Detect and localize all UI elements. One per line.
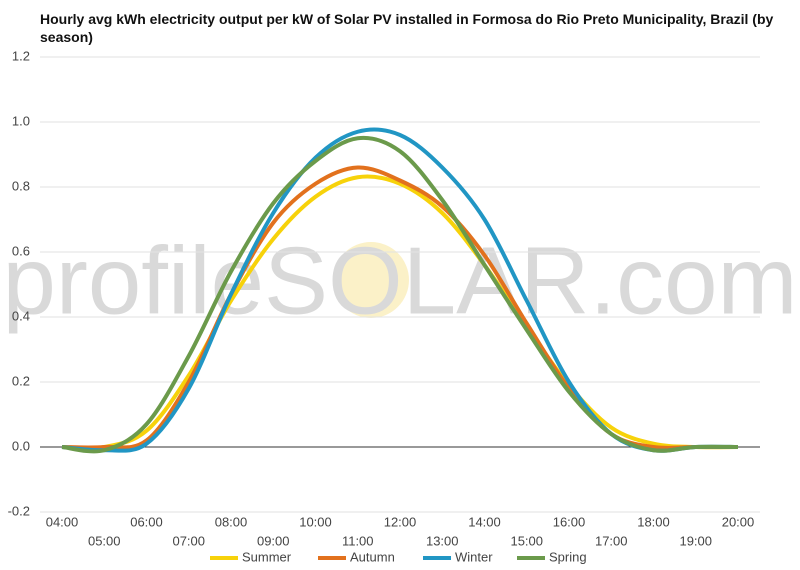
x-tick-label: 14:00 — [468, 514, 501, 529]
chart-title: Hourly avg kWh electricity output per kW… — [40, 11, 774, 45]
y-tick-label: 0.8 — [12, 178, 30, 193]
line-series — [61, 135, 739, 454]
x-tick-label: 19:00 — [679, 533, 712, 548]
legend-label: Autumn — [350, 549, 395, 564]
x-tick-label: 05:00 — [88, 533, 121, 548]
x-tick-label: 20:00 — [722, 514, 755, 529]
line-series — [61, 174, 739, 451]
x-tick-label: 17:00 — [595, 533, 628, 548]
legend-label: Spring — [549, 549, 587, 564]
x-tick-label: 04:00 — [46, 514, 79, 529]
legend-label: Winter — [455, 549, 493, 564]
x-tick-label: 11:00 — [342, 533, 374, 548]
legend-label: Summer — [242, 549, 292, 564]
y-tick-label: 0.0 — [12, 438, 30, 453]
x-tick-label: 12:00 — [384, 514, 417, 529]
y-tick-label: 0.2 — [12, 373, 30, 388]
x-tick-label: 07:00 — [172, 533, 205, 548]
x-tick-label: 06:00 — [130, 514, 163, 529]
watermark: profileSOLAR.com — [3, 227, 798, 334]
x-tick-label: 10:00 — [299, 514, 332, 529]
x-tick-label: 08:00 — [215, 514, 248, 529]
x-tick-label: 16:00 — [553, 514, 586, 529]
y-tick-label: 0.6 — [12, 243, 30, 258]
y-tick-label: 0.4 — [12, 308, 30, 323]
y-tick-label: 1.0 — [12, 113, 30, 128]
x-tick-label: 15:00 — [510, 533, 543, 548]
x-tick-label: 18:00 — [637, 514, 670, 529]
y-tick-label: -0.2 — [8, 503, 30, 518]
y-tick-label: 1.2 — [12, 48, 30, 63]
x-tick-label: 09:00 — [257, 533, 290, 548]
watermark-sun — [333, 242, 409, 318]
x-tick-label: 13:00 — [426, 533, 459, 548]
